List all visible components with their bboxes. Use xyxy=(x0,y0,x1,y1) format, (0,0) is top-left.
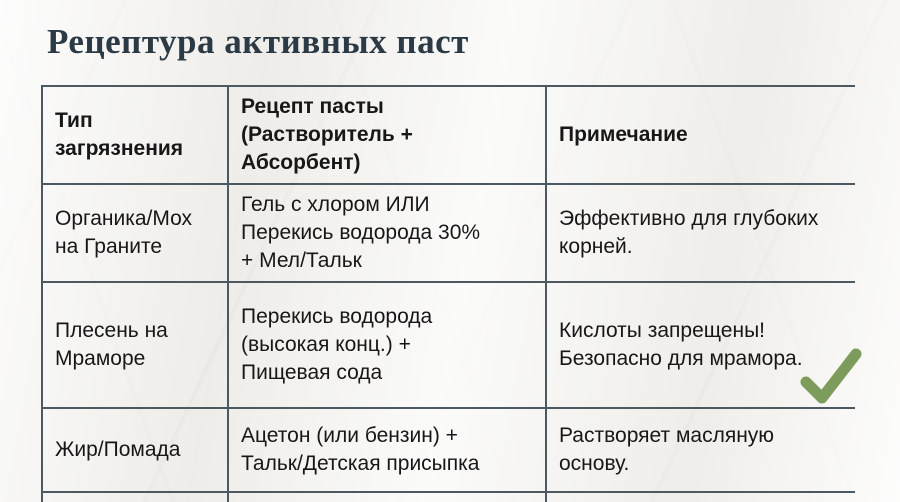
table-row: Жир/Помада Ацетон (или бензин) + Тальк/Д… xyxy=(41,407,855,492)
cell-paste-recipe: Очиститель ржавчины + Глина (Каолин) xyxy=(227,491,546,502)
cell-contamination-type: Жир/Помада xyxy=(41,407,228,492)
cell-contamination-type: Плесень на Мраморе xyxy=(41,281,228,408)
checkmark-icon xyxy=(800,348,862,404)
cell-note: Кислоты запрещены! Безопасно для мрамора… xyxy=(545,281,862,408)
header-cell-recipe: Рецепт пасты (Растворитель + Абсорбент) xyxy=(227,85,546,184)
cell-paste-recipe: Гель с хлором ИЛИ Перекись водорода 30% … xyxy=(227,183,546,282)
cell-note: Растворяет масляную основу. xyxy=(545,407,855,492)
table-header-row: Тип загрязнения Рецепт пасты (Растворите… xyxy=(41,85,855,184)
table-row: Ржавчина (Гранит) Очиститель ржавчины + … xyxy=(41,491,855,502)
note-text: Кислоты запрещены! Безопасно для мрамора… xyxy=(559,319,803,370)
cell-contamination-type: Органика/Мох на Граните xyxy=(41,183,228,282)
cell-paste-recipe: Ацетон (или бензин) + Тальк/Детская прис… xyxy=(227,407,546,492)
cell-note: Только для гранита. Обязателен тест. xyxy=(545,491,855,502)
header-cell-note: Примечание xyxy=(545,85,855,184)
header-cell-type: Тип загрязнения xyxy=(41,85,228,184)
cell-contamination-type: Ржавчина (Гранит) xyxy=(41,491,228,502)
table-row: Органика/Мох на Граните Гель с хлором ИЛ… xyxy=(41,183,855,282)
page-title: Рецептура активных паст xyxy=(47,22,469,61)
table-row: Плесень на Мраморе Перекись водорода (вы… xyxy=(41,281,862,408)
paste-recipe-table: Тип загрязнения Рецепт пасты (Растворите… xyxy=(41,85,862,502)
cell-note: Эффективно для глубоких корней. xyxy=(545,183,855,282)
cell-paste-recipe: Перекись водорода (высокая конц.) + Пище… xyxy=(227,281,546,408)
